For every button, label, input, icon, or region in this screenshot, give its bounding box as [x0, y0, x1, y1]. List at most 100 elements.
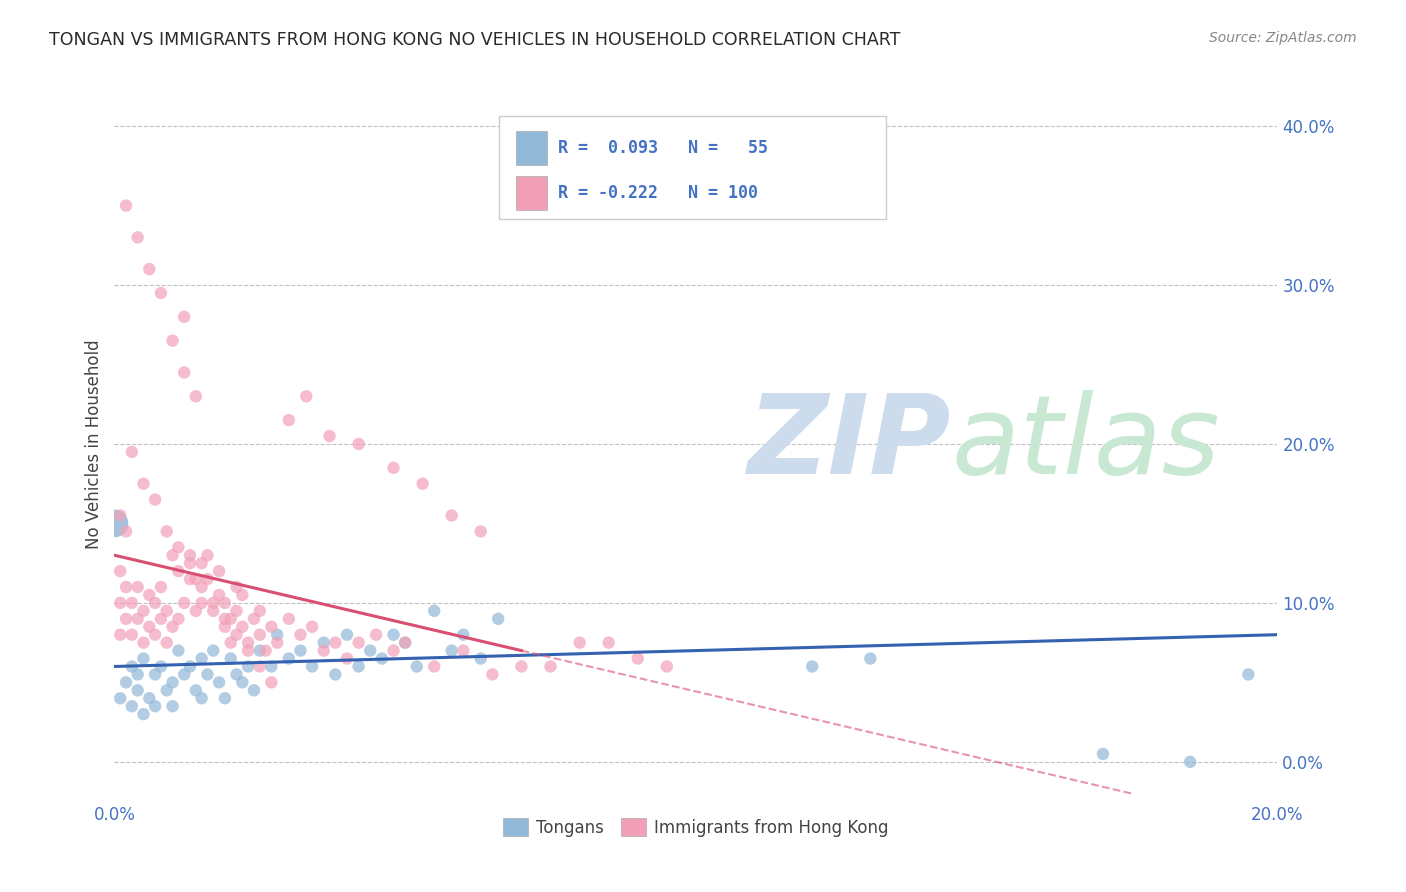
Point [260, 675, 283, 690]
Point [132, 604, 155, 618]
Point [440, 643, 463, 657]
Point [655, 659, 678, 673]
Point [121, 445, 143, 459]
Point [568, 635, 591, 649]
Point [179, 548, 201, 562]
Point [208, 675, 231, 690]
Point [405, 659, 427, 673]
Point [138, 262, 160, 277]
Point [103, 516, 125, 531]
Point [167, 564, 190, 578]
Point [208, 588, 231, 602]
Point [336, 628, 359, 642]
Point [301, 659, 323, 673]
Point [347, 635, 370, 649]
Point [132, 651, 155, 665]
Point [249, 659, 271, 673]
Point [184, 604, 207, 618]
Point [208, 564, 231, 578]
Point [138, 620, 160, 634]
Point [190, 651, 212, 665]
Point [179, 659, 201, 673]
Point [301, 620, 323, 634]
Point [156, 524, 179, 539]
Point [540, 659, 562, 673]
Point [173, 310, 195, 324]
Point [173, 596, 195, 610]
Point [486, 612, 509, 626]
Point [243, 683, 266, 698]
Point [127, 612, 149, 626]
Point [121, 628, 143, 642]
Point [290, 643, 312, 657]
Point [115, 675, 138, 690]
Point [184, 572, 207, 586]
Point [143, 596, 166, 610]
Point [143, 492, 166, 507]
Point [127, 667, 149, 681]
Point [225, 667, 247, 681]
Point [347, 659, 370, 673]
Point [167, 643, 190, 657]
Text: TONGAN VS IMMIGRANTS FROM HONG KONG NO VEHICLES IN HOUSEHOLD CORRELATION CHART: TONGAN VS IMMIGRANTS FROM HONG KONG NO V… [49, 31, 901, 49]
Point [254, 643, 277, 657]
Text: Source: ZipAtlas.com: Source: ZipAtlas.com [1209, 31, 1357, 45]
Point [394, 635, 416, 649]
Text: ZIP: ZIP [748, 391, 952, 498]
Point [149, 285, 172, 300]
Point [470, 524, 492, 539]
Point [121, 596, 143, 610]
Point [202, 596, 225, 610]
Point [202, 604, 225, 618]
Point [412, 476, 434, 491]
Point [214, 596, 236, 610]
Point [312, 635, 335, 649]
Point [202, 643, 225, 657]
Point [336, 651, 359, 665]
Point [138, 691, 160, 706]
Point [167, 541, 190, 555]
Point [110, 596, 132, 610]
Point [359, 643, 381, 657]
Point [598, 635, 620, 649]
Point [132, 635, 155, 649]
Point [162, 334, 184, 348]
Point [162, 548, 184, 562]
Point [453, 628, 475, 642]
Point [214, 620, 236, 634]
Point [266, 635, 288, 649]
Point [156, 635, 179, 649]
Point [277, 413, 299, 427]
Point [1178, 755, 1201, 769]
Point [127, 580, 149, 594]
Point [364, 628, 387, 642]
Point [440, 508, 463, 523]
Text: R = -0.222   N = 100: R = -0.222 N = 100 [558, 184, 758, 202]
Point [312, 643, 335, 657]
Point [266, 628, 288, 642]
Point [197, 548, 219, 562]
Point [249, 643, 271, 657]
Point [236, 659, 259, 673]
Point [510, 659, 533, 673]
Point [197, 667, 219, 681]
Point [138, 588, 160, 602]
Point [225, 604, 247, 618]
Point [423, 604, 446, 618]
Point [225, 580, 247, 594]
Point [184, 683, 207, 698]
Point [318, 429, 340, 443]
Point [801, 659, 824, 673]
Point [423, 659, 446, 673]
Point [236, 635, 259, 649]
Point [110, 508, 132, 523]
Point [162, 620, 184, 634]
Point [149, 580, 172, 594]
Text: R =  0.093   N =   55: R = 0.093 N = 55 [558, 139, 768, 157]
Point [162, 699, 184, 714]
Point [143, 667, 166, 681]
Point [325, 667, 347, 681]
Point [214, 691, 236, 706]
Point [347, 437, 370, 451]
Point [249, 604, 271, 618]
